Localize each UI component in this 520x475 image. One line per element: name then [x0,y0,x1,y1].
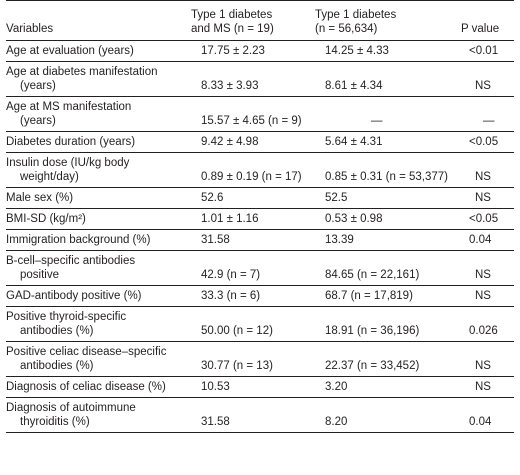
value-pvalue: 0.04 [461,397,514,433]
value-t1d-ms: 10.53 [191,376,311,398]
value-t1d-ms: 30.77 (n = 13) [191,341,311,377]
table-header-row: Variables Type 1 diabetes and MS (n = 19)… [6,0,514,41]
row-label-line2: antibodies (%) [20,325,94,337]
row-label: Immigration background (%) [6,229,191,251]
value-t1d: 3.20 [311,376,461,398]
table-row: Age at MS manifestation (years) 15.57 ± 4.… [6,96,514,132]
value-t1d: — [311,96,461,132]
row-label-line1: Insulin dose (IU/kg body [6,157,130,169]
header-t1d-ms: Type 1 diabetes and MS (n = 19) [191,0,311,41]
value-t1d-ms: 8.33 ± 3.93 [191,61,311,97]
row-label-line1: Positive celiac disease–specific [6,346,167,358]
value-t1d-ms: 31.58 [191,397,311,433]
value-t1d: 22.37 (n = 33,452) [311,341,461,377]
value-t1d: 52.5 [311,187,461,209]
value-pvalue: NS [461,61,514,97]
value-t1d: 8.61 ± 4.34 [311,61,461,97]
row-label: Age at evaluation (years) [6,40,191,62]
value-t1d-ms: 0.89 ± 0.19 (n = 17) [191,152,311,188]
table-row: BMI-SD (kg/m²) 1.01 ± 1.16 0.53 ± 0.98 <0.0… [6,208,514,230]
value-t1d-ms: 1.01 ± 1.16 [191,208,311,230]
row-label-line1: Diagnosis of celiac disease (%) [6,381,166,393]
table-row: Positive thyroid-specific antibodies (%) 5… [6,306,514,342]
table-row: Age at diabetes manifestation (years) 8.33… [6,61,514,97]
value-t1d: 5.64 ± 4.31 [311,131,461,153]
value-t1d-ms: 33.3 (n = 6) [191,285,311,307]
row-label-line1: Diagnosis of autoimmune [6,402,136,414]
row-label-line2: antibodies (%) [20,360,94,372]
header-pvalue: P value [461,0,514,41]
row-label: Age at MS manifestation (years) [6,96,191,132]
row-label-line1: Age at MS manifestation [6,101,132,113]
value-pvalue: NS [461,341,514,377]
value-t1d: 8.20 [311,397,461,433]
table-row: Diagnosis of celiac disease (%) 10.53 3.20… [6,376,514,398]
row-label: Insulin dose (IU/kg body weight/day) [6,152,191,188]
value-t1d: 0.85 ± 0.31 (n = 53,377) [311,152,461,188]
value-t1d-ms: 42.9 (n = 7) [191,250,311,286]
value-t1d-ms: 9.42 ± 4.98 [191,131,311,153]
table-row: GAD-antibody positive (%) 33.3 (n = 6) 68.… [6,285,514,307]
row-label-line2: (years) [20,80,56,92]
value-pvalue: NS [461,152,514,188]
value-t1d-ms: 17.75 ± 2.23 [191,40,311,62]
table-row: Diagnosis of autoimmune thyroiditis (%) 31… [6,397,514,433]
row-label: Positive thyroid-specific antibodies (%) [6,306,191,342]
value-pvalue: NS [461,250,514,286]
row-label-line1: Male sex (%) [6,192,74,204]
value-pvalue: <0.01 [461,40,514,62]
value-t1d: 18.91 (n = 36,196) [311,306,461,342]
row-label-line1: Positive thyroid-specific [6,311,127,323]
row-label-line1: GAD-antibody positive (%) [6,290,142,302]
row-label-line1: BMI-SD (kg/m²) [6,213,86,225]
value-pvalue: NS [461,187,514,209]
row-label-line1: Immigration background (%) [6,234,151,246]
table-row: Immigration background (%) 31.58 13.39 0.04 [6,229,514,251]
value-pvalue: <0.05 [461,131,514,153]
header-t1d: Type 1 diabetes (n = 56,634) [311,0,461,41]
row-label: Positive celiac disease–specific antibodi… [6,341,191,377]
row-label: Male sex (%) [6,187,191,209]
table-row: B-cell–specific antibodies positive 42.9 (… [6,250,514,286]
row-label: Age at diabetes manifestation (years) [6,61,191,97]
value-t1d-ms: 31.58 [191,229,311,251]
value-t1d: 84.65 (n = 22,161) [311,250,461,286]
row-label: Diabetes duration (years) [6,131,191,153]
row-label: GAD-antibody positive (%) [6,285,191,307]
row-label-line2: (years) [20,115,56,127]
value-t1d: 68.7 (n = 17,819) [311,285,461,307]
table-row: Age at evaluation (years) 17.75 ± 2.23 14.… [6,40,514,62]
value-t1d: 14.25 ± 4.33 [311,40,461,62]
row-label-line1: Age at evaluation (years) [6,45,134,57]
value-t1d: 13.39 [311,229,461,251]
table-row: Male sex (%) 52.6 52.5 NS [6,187,514,209]
row-label-line1: Diabetes duration (years) [6,136,136,148]
row-label-line2: weight/day) [20,171,79,183]
table-row: Diabetes duration (years) 9.42 ± 4.98 5.64… [6,131,514,153]
comparison-table: Variables Type 1 diabetes and MS (n = 19)… [6,0,514,433]
header-variables: Variables [6,0,191,41]
row-label: Diagnosis of celiac disease (%) [6,376,191,398]
row-label: B-cell–specific antibodies positive [6,250,191,286]
row-label-line2: thyroiditis (%) [20,416,90,428]
value-t1d-ms: 15.57 ± 4.65 (n = 9) [191,96,311,132]
row-label: Diagnosis of autoimmune thyroiditis (%) [6,397,191,433]
value-t1d: 0.53 ± 0.98 [311,208,461,230]
table-row: Positive celiac disease–specific antibodi… [6,341,514,377]
value-t1d-ms: 52.6 [191,187,311,209]
row-label: BMI-SD (kg/m²) [6,208,191,230]
value-pvalue: <0.05 [461,208,514,230]
value-pvalue: 0.04 [461,229,514,251]
value-pvalue: NS [461,376,514,398]
value-pvalue: — [461,96,514,132]
value-t1d-ms: 50.00 (n = 12) [191,306,311,342]
value-pvalue: NS [461,285,514,307]
value-pvalue: 0.026 [461,306,514,342]
table-row: Insulin dose (IU/kg body weight/day) 0.89 … [6,152,514,188]
row-label-line1: Age at diabetes manifestation [6,66,158,78]
row-label-line1: B-cell–specific antibodies [6,255,136,267]
row-label-line2: positive [20,269,59,281]
